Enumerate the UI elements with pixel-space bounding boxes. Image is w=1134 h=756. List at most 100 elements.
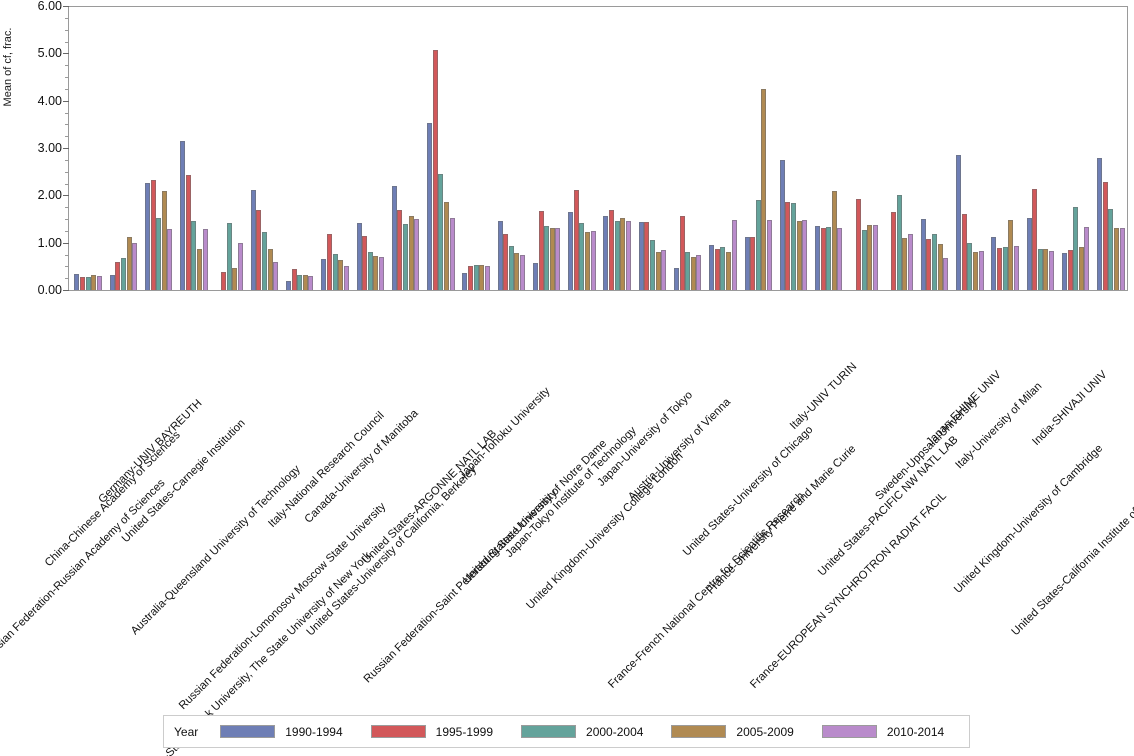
bar — [479, 265, 485, 290]
bar — [150, 179, 156, 290]
y-tick-minor-mark — [65, 207, 69, 209]
x-axis-label: India-SHIVAJI UNIV — [1030, 368, 1110, 449]
bar — [714, 249, 720, 290]
bar — [427, 123, 433, 290]
y-tick-minor-mark — [65, 112, 69, 114]
legend-swatch — [370, 725, 426, 738]
y-axis-title: Mean of cf, frac. — [2, 27, 14, 107]
y-tick-minor-mark — [65, 159, 69, 161]
bar — [679, 216, 685, 290]
legend-entry[interactable]: 1990-1994 — [220, 724, 343, 739]
bar — [403, 223, 409, 290]
bar — [414, 219, 420, 290]
bar — [261, 232, 267, 290]
bar — [779, 159, 785, 290]
bar — [625, 221, 631, 290]
bar — [120, 257, 126, 290]
bar — [649, 240, 655, 290]
y-tick-label: 5.00 — [37, 46, 62, 61]
bar — [514, 253, 520, 290]
bar — [609, 210, 615, 290]
bar — [891, 212, 897, 290]
bar — [661, 250, 667, 290]
bar — [297, 274, 303, 290]
x-axis-label: United States-California Institute of Te… — [1009, 464, 1134, 639]
bar — [326, 233, 332, 290]
bar — [696, 255, 702, 290]
bar — [156, 217, 162, 290]
bar — [397, 209, 403, 290]
y-tick-label: 6.00 — [37, 0, 62, 13]
x-axis-label: Japan-Tohoku University — [456, 385, 553, 482]
bar — [1084, 226, 1090, 290]
legend-title: Year — [174, 724, 199, 739]
bar — [91, 275, 97, 290]
bar — [790, 203, 796, 290]
bar — [826, 227, 832, 290]
bar — [96, 275, 102, 290]
y-tick-minor-mark — [65, 17, 69, 19]
bar — [520, 254, 526, 290]
legend-label: 1990-1994 — [285, 724, 343, 739]
y-tick-mark — [63, 53, 69, 55]
bar — [603, 216, 609, 290]
bar — [85, 277, 91, 290]
bar — [920, 219, 926, 290]
bar — [872, 224, 878, 290]
bar — [1078, 247, 1084, 290]
bar — [620, 218, 626, 290]
legend: Year 1990-1994 1995-1999 2000-2004 2005-200… — [163, 715, 970, 748]
bar — [1113, 228, 1119, 290]
bar — [837, 227, 843, 290]
y-tick-label: 0.00 — [37, 283, 62, 297]
bar — [391, 186, 397, 290]
bar — [467, 265, 473, 290]
bar — [362, 236, 368, 290]
y-tick-minor-mark — [65, 230, 69, 232]
bar — [555, 228, 561, 290]
y-tick-label: 1.00 — [37, 235, 62, 250]
legend-entries: 1990-1994 1995-1999 2000-2004 2005-2009 2010… — [220, 725, 972, 739]
bar — [226, 222, 232, 290]
bar — [161, 190, 167, 290]
y-tick-minor-mark — [65, 77, 69, 78]
bar — [321, 258, 327, 290]
legend-swatch — [220, 725, 276, 738]
bar — [991, 236, 997, 290]
bar — [191, 221, 197, 290]
bar — [109, 275, 115, 290]
bar — [180, 141, 186, 290]
bar — [221, 272, 227, 290]
legend-label: 1995-1999 — [435, 724, 494, 739]
legend-entry[interactable]: 2005-2009 — [671, 725, 794, 739]
bar — [820, 227, 826, 290]
bar — [726, 252, 732, 290]
bar — [538, 211, 544, 290]
bar — [802, 219, 808, 290]
y-tick-minor-mark — [65, 65, 69, 67]
y-tick-minor-mark — [65, 29, 69, 31]
y-tick-mark — [63, 148, 69, 149]
y-tick-minor-mark — [65, 136, 69, 138]
bar — [568, 212, 574, 290]
bar — [996, 248, 1002, 290]
bar — [932, 234, 938, 290]
legend-entry[interactable]: 1995-1999 — [370, 724, 494, 739]
bar — [855, 199, 861, 290]
bar — [1002, 246, 1008, 290]
bar — [1061, 252, 1067, 290]
bar — [1032, 189, 1038, 290]
bar — [579, 222, 585, 290]
bar — [573, 190, 579, 290]
x-axis-label: Japan-Tokyo Institute of Technology — [503, 424, 640, 560]
bar — [438, 174, 444, 290]
bar — [273, 262, 279, 290]
bar — [80, 277, 86, 290]
y-tick-minor-mark — [65, 88, 69, 90]
legend-entry[interactable]: 2010-2014 — [821, 725, 944, 739]
bar — [761, 89, 767, 290]
y-tick-mark — [63, 6, 69, 7]
bar — [943, 258, 949, 290]
y-tick-mark — [63, 100, 69, 102]
legend-entry[interactable]: 2000-2004 — [521, 725, 643, 739]
